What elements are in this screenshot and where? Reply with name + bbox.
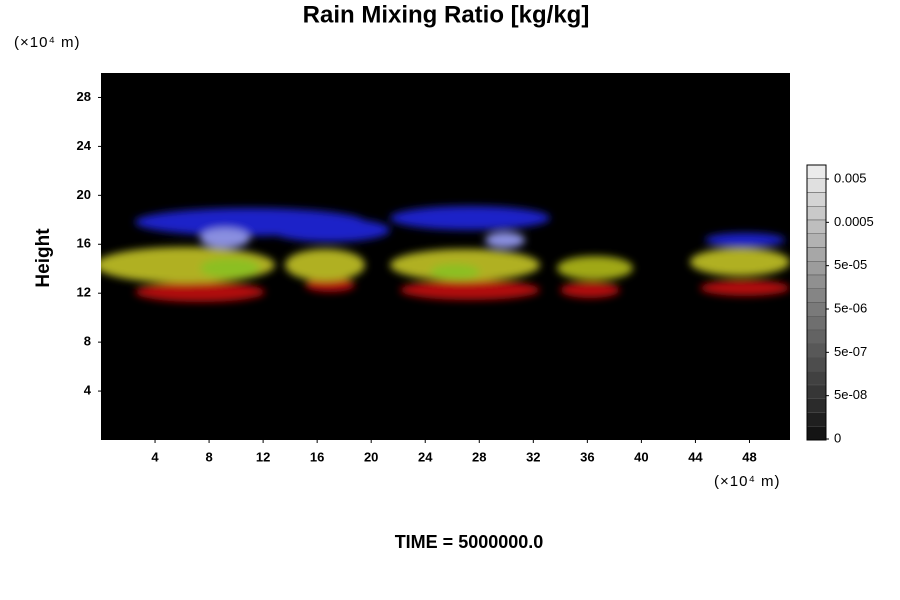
colorbar-step bbox=[806, 288, 827, 303]
colorbar-step bbox=[806, 384, 827, 399]
colorbar-step bbox=[806, 164, 827, 179]
colorbar-step bbox=[806, 247, 827, 262]
colorbar-label: 5e-06 bbox=[834, 300, 867, 315]
footer: TIME = 5000000.0 bbox=[395, 532, 544, 552]
x-tick-label: 20 bbox=[364, 449, 378, 464]
x-tick-label: 32 bbox=[526, 449, 540, 464]
x-tick-label: 4 bbox=[151, 449, 159, 464]
y-tick-label: 8 bbox=[84, 334, 91, 349]
colorbar-label: 0.005 bbox=[834, 170, 867, 185]
colorbar-step bbox=[806, 412, 827, 427]
colorbar-step bbox=[806, 316, 827, 331]
x-tick-label: 44 bbox=[688, 449, 703, 464]
y-tick-label: 12 bbox=[77, 285, 91, 300]
colorbar-label: 0.0005 bbox=[834, 214, 874, 229]
colorbar-step bbox=[806, 302, 827, 317]
colorbar-step bbox=[806, 371, 827, 386]
colorbar-step bbox=[806, 343, 827, 358]
colorbar-step bbox=[806, 274, 827, 289]
chart-title: Rain Mixing Ratio [kg/kg] bbox=[303, 1, 590, 28]
colorbar-frame bbox=[806, 164, 827, 441]
x-tick-label: 12 bbox=[256, 449, 270, 464]
y-tick-label: 24 bbox=[77, 138, 92, 153]
y-tick-label: 4 bbox=[84, 383, 92, 398]
x-tick-label: 28 bbox=[472, 449, 486, 464]
colorbar-label: 5e-07 bbox=[834, 344, 867, 359]
y-tick-label: 28 bbox=[77, 89, 91, 104]
colorbar: 0.005 0.0005 5e-05 5e-06 5e-07 5e-08 0 bbox=[806, 164, 874, 445]
colorbar-label: 5e-05 bbox=[834, 257, 867, 272]
x-unit: (×10⁴ m) bbox=[714, 473, 781, 490]
x-tick-label: 16 bbox=[310, 449, 324, 464]
x-tick-label: 36 bbox=[580, 449, 594, 464]
x-tick-label: 8 bbox=[205, 449, 212, 464]
colorbar-label: 5e-08 bbox=[834, 387, 867, 402]
x-tick-label: 24 bbox=[418, 449, 433, 464]
colorbar-step bbox=[806, 206, 827, 221]
colorbar-step bbox=[806, 261, 827, 276]
colorbar-step bbox=[806, 219, 827, 234]
y-unit: (×10⁴ m) bbox=[14, 34, 81, 51]
colorbar-step bbox=[806, 357, 827, 372]
x-tick-label: 48 bbox=[742, 449, 756, 464]
colorbar-step bbox=[806, 178, 827, 193]
colorbar-step bbox=[806, 192, 827, 207]
colorbar-step bbox=[806, 233, 827, 248]
x-tick-label: 40 bbox=[634, 449, 648, 464]
colorbar-step bbox=[806, 398, 827, 413]
y-tick-label: 20 bbox=[77, 187, 91, 202]
volume-render bbox=[101, 206, 790, 302]
y-tick-label: 16 bbox=[77, 236, 91, 251]
colorbar-step bbox=[806, 329, 827, 344]
y-axis-label: Height bbox=[33, 228, 54, 288]
colorbar-step bbox=[806, 426, 827, 441]
colorbar-label: 0 bbox=[834, 430, 841, 445]
